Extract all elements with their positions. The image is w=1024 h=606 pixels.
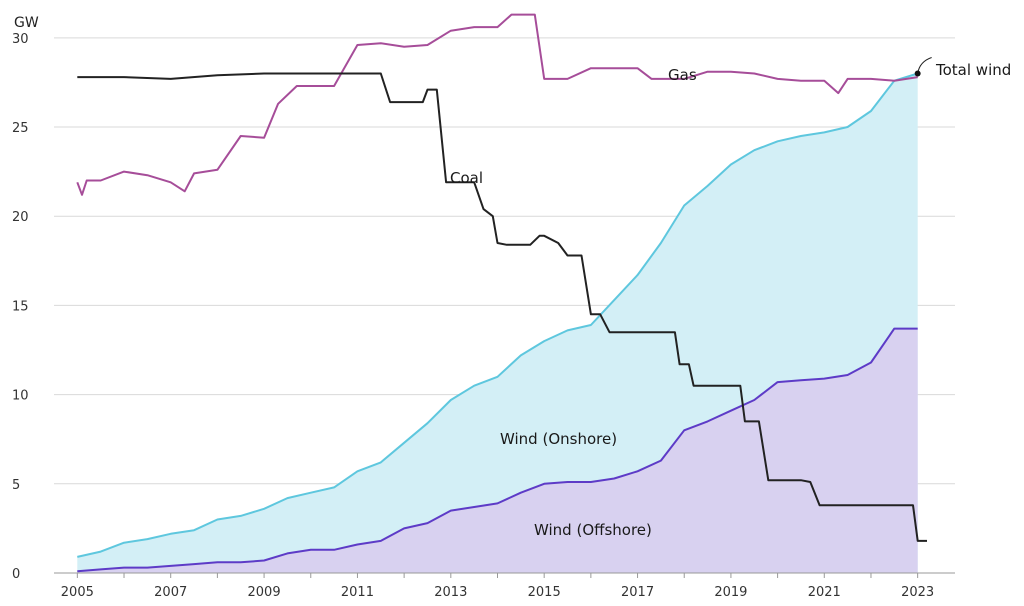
offshore-area	[77, 328, 918, 573]
axes: 0 5 10 15 20 25 30 2005 2007 2009 2011 2013 2015 2017…	[12, 32, 955, 600]
total-wind-leader-line	[917, 57, 932, 74]
total-wind-line	[77, 72, 918, 558]
total-wind-annotation: Total wind	[935, 61, 1011, 79]
y-tick-label-15: 15	[12, 299, 29, 314]
x-tick-label-2007: 2007	[154, 585, 187, 600]
x-tick-label-2013: 2013	[434, 585, 467, 600]
area-layer	[77, 73, 918, 573]
offshore-annotation: Wind (Offshore)	[534, 521, 652, 539]
y-tick-label-20: 20	[12, 210, 29, 225]
x-tick-label-2005: 2005	[61, 585, 94, 600]
line-layer	[76, 13, 927, 573]
y-axis-unit-label: GW	[14, 15, 39, 31]
onshore-annotation: Wind (Onshore)	[500, 430, 617, 448]
x-tick-label-2017: 2017	[621, 585, 654, 600]
y-tick-label-0: 0	[12, 567, 20, 582]
gas-annotation: Gas	[668, 66, 697, 84]
y-tick-label-10: 10	[12, 389, 29, 404]
total-wind-endpoint-dot	[914, 70, 921, 77]
offshore-wind-line	[77, 327, 918, 573]
coal-line	[77, 72, 927, 542]
x-tick-label-2021: 2021	[808, 585, 841, 600]
y-tick-label-25: 25	[12, 121, 29, 136]
x-tick-label-2019: 2019	[714, 585, 747, 600]
y-tick-label-30: 30	[12, 32, 29, 47]
y-tick-label-5: 5	[12, 478, 20, 493]
gas-line	[76, 13, 918, 196]
coal-annotation: Coal	[450, 169, 483, 187]
x-tick-label-2011: 2011	[341, 585, 374, 600]
x-tick-label-2015: 2015	[528, 585, 561, 600]
x-tick-label-2023: 2023	[901, 585, 934, 600]
x-tick-label-2009: 2009	[248, 585, 281, 600]
